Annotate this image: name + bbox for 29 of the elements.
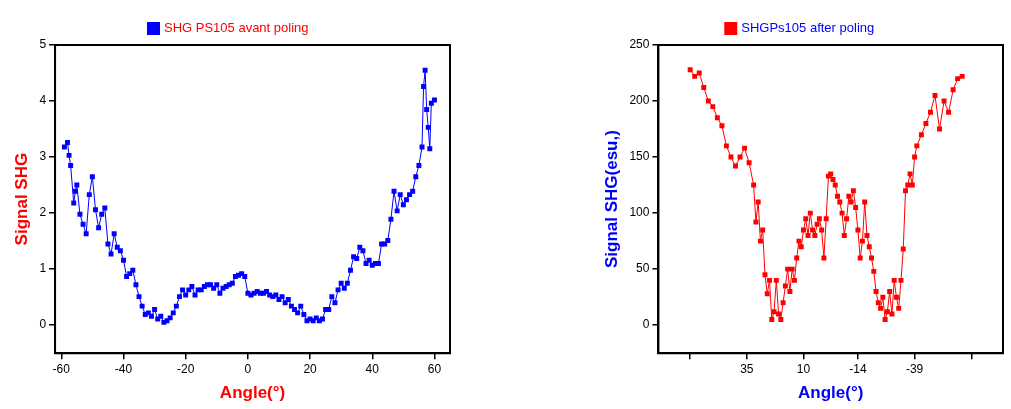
x-tick-label: -60 [52, 361, 71, 376]
x-tick-label: -40 [114, 361, 133, 376]
y-tick-label: 150 [629, 149, 650, 164]
legend-label: SHG PS105 avant poling [163, 20, 309, 36]
y-axis-title: Signal SHG [11, 152, 31, 246]
x-tick-label: 60 [427, 361, 442, 376]
x-tick-label: 35 [740, 361, 754, 376]
x-tick-label: 40 [365, 361, 380, 376]
x-tick-label: 0 [244, 361, 252, 376]
x-tick-label: 10 [796, 361, 811, 376]
x-tick-label: 20 [303, 361, 318, 376]
y-tick-label: 100 [629, 205, 650, 220]
y-tick-label: 4 [39, 93, 47, 108]
y-tick-label: 3 [39, 149, 47, 164]
x-tick-label: -39 [905, 361, 924, 376]
legend-label: SHGPs105 after poling [741, 20, 875, 36]
y-tick-label: 5 [39, 37, 47, 52]
y-tick-label: 0 [39, 317, 47, 332]
y-tick-label: 0 [642, 317, 650, 332]
y-tick-label: 250 [629, 37, 650, 52]
x-axis-title: Angle(°) [798, 383, 864, 403]
x-axis-title: Angle(°) [219, 383, 286, 403]
y-axis-title: Signal SHG(esu,) [601, 130, 621, 269]
y-tick-label: 50 [636, 261, 650, 276]
y-tick-label: 1 [39, 261, 47, 276]
x-tick-label: -20 [177, 361, 195, 376]
y-tick-label: 200 [629, 93, 650, 108]
y-tick-label: 2 [39, 205, 47, 220]
x-tick-label: -14 [849, 361, 867, 376]
